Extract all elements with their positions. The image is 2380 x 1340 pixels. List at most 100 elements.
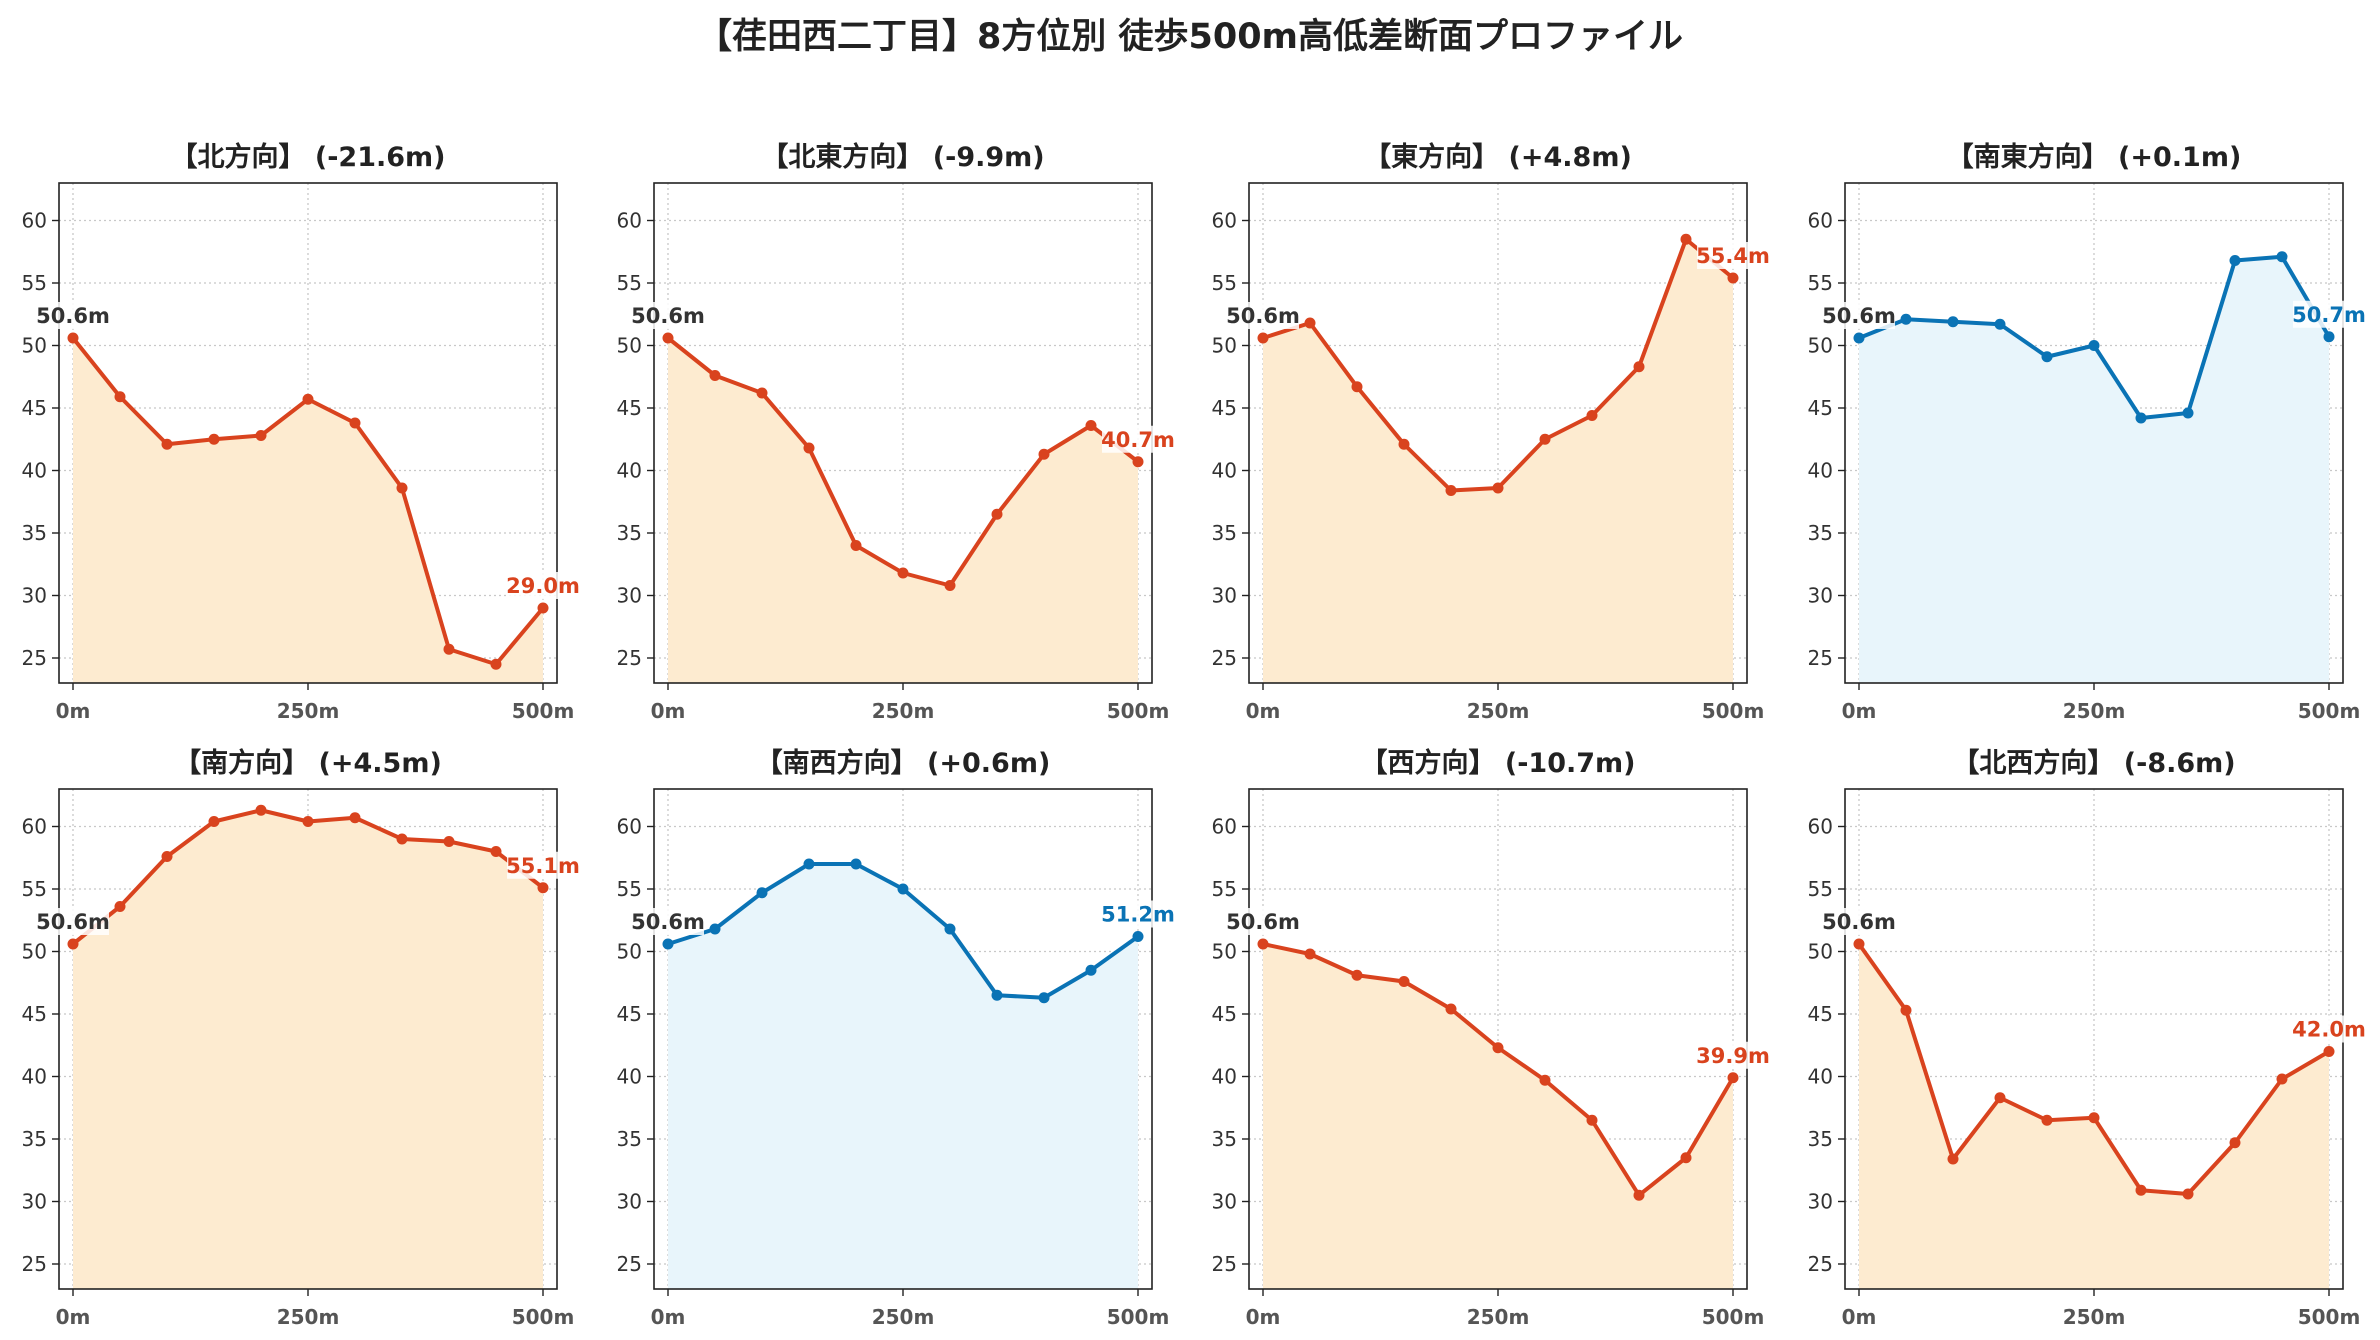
start-elevation-label: 50.6m (631, 304, 705, 328)
end-elevation-label: 55.1m (506, 854, 580, 878)
data-point (1539, 433, 1551, 445)
x-tick-label: 250m (277, 699, 340, 723)
data-point (1539, 1074, 1551, 1086)
x-tick-label: 0m (56, 1305, 91, 1329)
start-elevation-label: 50.6m (631, 910, 705, 934)
y-tick-label: 30 (617, 584, 642, 608)
data-point (662, 332, 674, 344)
data-point (302, 393, 314, 405)
y-tick-label: 40 (617, 459, 642, 483)
data-point (850, 858, 862, 870)
data-point (1304, 948, 1316, 960)
data-point (2088, 1112, 2100, 1124)
x-tick-label: 0m (1246, 1305, 1281, 1329)
data-point (2088, 340, 2100, 351)
elevation-area (1859, 944, 2329, 1289)
elevation-area (1263, 944, 1733, 1289)
elevation-area (73, 810, 543, 1289)
end-label-bg (2293, 300, 2365, 328)
end-elevation-label: 39.9m (1696, 1044, 1770, 1068)
y-tick-label: 45 (1212, 1002, 1237, 1026)
y-tick-label: 60 (22, 209, 47, 233)
x-tick-label: 500m (1107, 1305, 1170, 1329)
panel-title: 【南東方向】 (+0.1m) (1947, 141, 2242, 173)
y-tick-label: 55 (617, 877, 642, 901)
y-tick-label: 60 (617, 209, 642, 233)
end-elevation-label: 29.0m (506, 574, 580, 598)
data-point (114, 391, 126, 403)
y-tick-label: 25 (617, 1252, 642, 1276)
data-point (302, 816, 314, 827)
panel-title: 【東方向】 (+4.8m) (1364, 141, 1632, 173)
y-tick-label: 40 (1212, 1065, 1237, 1089)
data-point (1398, 976, 1410, 987)
data-point (1586, 410, 1598, 421)
x-tick-label: 0m (1246, 699, 1281, 723)
elevation-area (1859, 256, 2329, 683)
profile-panel-1: 25 30 35 40 45 50 55 60 0m 250m 500m 【北東方向】 (-9.9m)… (617, 141, 1175, 723)
y-tick-label: 25 (1212, 646, 1237, 670)
y-tick-label: 40 (22, 1065, 47, 1089)
data-point (850, 540, 862, 551)
y-tick-label: 60 (1808, 209, 1833, 233)
y-tick-label: 55 (1212, 271, 1237, 295)
start-elevation-label: 50.6m (36, 910, 110, 934)
y-tick-label: 25 (617, 646, 642, 670)
y-tick-label: 35 (1808, 521, 1833, 545)
data-point (2229, 255, 2241, 266)
data-point (1257, 332, 1269, 344)
data-point (1633, 1189, 1645, 1201)
y-tick-label: 30 (1808, 1190, 1833, 1214)
y-tick-label: 35 (617, 1127, 642, 1151)
y-tick-label: 25 (22, 1252, 47, 1276)
y-tick-label: 35 (1212, 1127, 1237, 1151)
y-tick-label: 25 (1212, 1252, 1237, 1276)
y-tick-label: 40 (1808, 1065, 1833, 1089)
x-tick-label: 0m (56, 699, 91, 723)
data-point (1085, 964, 1097, 976)
y-tick-label: 55 (1808, 271, 1833, 295)
data-point (161, 438, 173, 450)
panel-title: 【南西方向】 (+0.6m) (756, 747, 1051, 779)
y-tick-label: 40 (1212, 459, 1237, 483)
y-tick-label: 60 (22, 815, 47, 839)
data-point (897, 567, 909, 579)
start-label-bg (37, 908, 109, 935)
end-elevation-label: 50.7m (2292, 303, 2366, 327)
data-point (2182, 407, 2194, 419)
data-point (1038, 448, 1050, 460)
data-point (2135, 1184, 2147, 1196)
data-point (1257, 938, 1269, 950)
data-point (709, 370, 721, 381)
y-tick-label: 50 (22, 334, 47, 358)
x-tick-label: 500m (2298, 699, 2361, 723)
y-tick-label: 30 (1212, 1190, 1237, 1214)
y-tick-label: 35 (617, 521, 642, 545)
x-tick-label: 250m (277, 1305, 340, 1329)
y-tick-label: 45 (617, 396, 642, 420)
data-point (1492, 1042, 1504, 1054)
end-label-bg (1102, 900, 1174, 928)
end-elevation-label: 51.2m (1101, 903, 1175, 927)
data-point (2041, 1114, 2053, 1126)
data-point (1445, 1003, 1457, 1015)
profile-panel-5: 25 30 35 40 45 50 55 60 0m 250m 500m 【南西方向】 (+0.6m)… (617, 747, 1175, 1329)
y-tick-label: 45 (22, 1002, 47, 1026)
x-tick-label: 250m (872, 699, 935, 723)
y-tick-label: 55 (617, 271, 642, 295)
data-point (2229, 1137, 2241, 1149)
x-tick-label: 500m (512, 1305, 575, 1329)
x-tick-label: 500m (1702, 699, 1765, 723)
y-tick-label: 45 (1808, 1002, 1833, 1026)
elevation-area (73, 338, 543, 683)
end-label-bg (2293, 1015, 2365, 1043)
y-tick-label: 40 (617, 1065, 642, 1089)
data-point (114, 901, 126, 912)
data-point (255, 804, 267, 816)
elevation-area (1263, 239, 1733, 683)
y-tick-label: 35 (22, 521, 47, 545)
x-tick-label: 500m (1107, 699, 1170, 723)
data-point (1947, 316, 1959, 328)
y-tick-label: 50 (1808, 940, 1833, 964)
